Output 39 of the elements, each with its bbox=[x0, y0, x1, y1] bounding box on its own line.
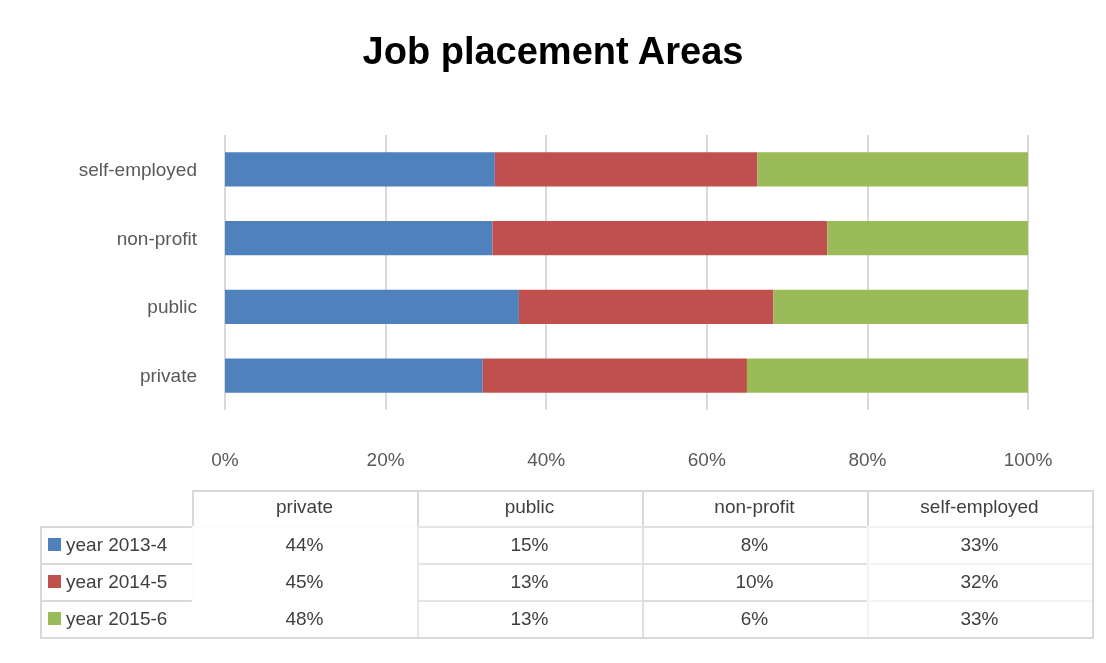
y-tick-label: self-employed bbox=[78, 158, 197, 180]
chart-title: Job placement Areas bbox=[361, 30, 745, 73]
x-tick-label: 40% bbox=[527, 449, 566, 470]
y-tick-label: year 2013-4 bbox=[66, 534, 168, 555]
bar bbox=[225, 289, 519, 325]
x-tick-label: 20% bbox=[366, 449, 405, 470]
data-label: 15% bbox=[510, 534, 549, 555]
bar bbox=[225, 358, 483, 393]
y-tick-label: year 2015-6 bbox=[66, 608, 168, 629]
x-tick-label: 80% bbox=[848, 449, 887, 470]
x-tick-label: 0% bbox=[211, 449, 239, 470]
y-tick-label: non-profit bbox=[116, 227, 198, 249]
x-tick-label: non-profit bbox=[714, 496, 796, 517]
x-tick-label: self-employed bbox=[920, 496, 1039, 517]
x-tick-label: public bbox=[504, 496, 555, 517]
bar bbox=[773, 289, 1028, 325]
data-label: 32% bbox=[960, 571, 999, 592]
bar bbox=[492, 220, 828, 256]
bar bbox=[757, 152, 1028, 187]
x-tick-label: 60% bbox=[687, 449, 726, 470]
data-label: 10% bbox=[735, 571, 774, 592]
bar bbox=[225, 220, 493, 256]
bar bbox=[482, 358, 747, 393]
y-tick-label: private bbox=[139, 365, 197, 387]
x-tick-label: private bbox=[275, 496, 334, 517]
x-tick-label: 100% bbox=[1003, 449, 1053, 470]
data-label: 8% bbox=[740, 534, 769, 555]
bar bbox=[518, 289, 774, 325]
data-label: 6% bbox=[740, 608, 769, 629]
y-tick-label: year 2014-5 bbox=[66, 571, 168, 592]
bar bbox=[494, 152, 758, 187]
data-label: 33% bbox=[960, 534, 999, 555]
y-tick-label: public bbox=[147, 296, 197, 318]
bar bbox=[746, 358, 1028, 393]
data-label: 13% bbox=[510, 571, 549, 592]
bar bbox=[827, 220, 1028, 256]
data-label: 33% bbox=[960, 608, 999, 629]
data-label: 13% bbox=[510, 608, 549, 629]
bar bbox=[225, 152, 495, 187]
